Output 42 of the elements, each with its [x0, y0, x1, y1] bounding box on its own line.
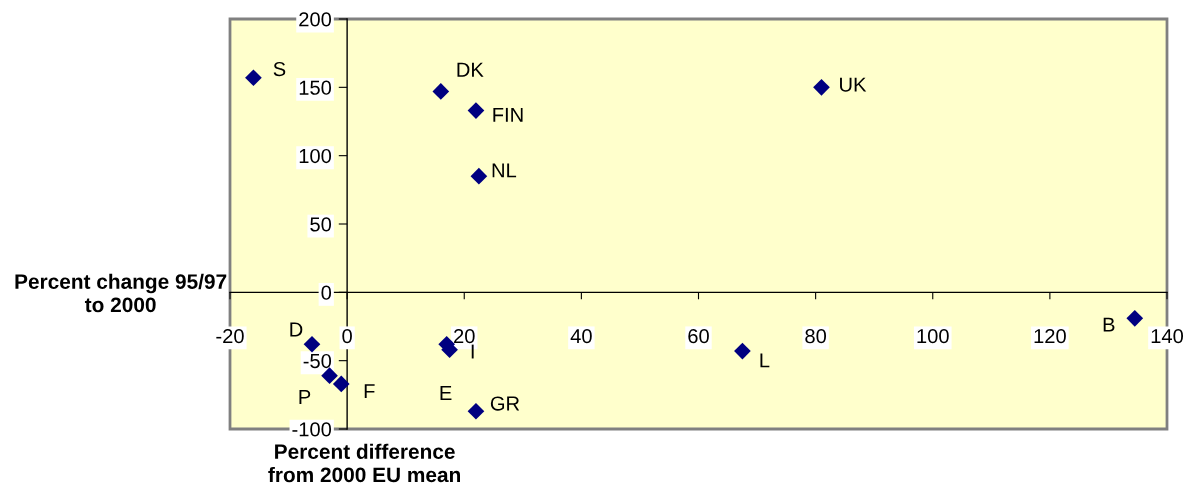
y-tick-label: -100	[292, 422, 332, 437]
annotation: F	[364, 384, 375, 399]
annotation: S	[273, 61, 286, 77]
annotation: NL	[492, 163, 517, 178]
point	[813, 79, 830, 96]
annotation: FIN	[493, 107, 523, 122]
point	[1126, 309, 1144, 327]
annotation: B	[1103, 317, 1115, 332]
x-tick-label: 60	[688, 328, 709, 344]
x-tick-label: 80	[805, 328, 827, 344]
point	[470, 167, 488, 185]
annotation: GR	[490, 396, 520, 411]
y-tick-label: 100	[299, 148, 332, 164]
x-axis-title: Percent difference from 2000 EU mean	[268, 443, 460, 483]
point	[432, 83, 450, 100]
annotation: DK	[457, 62, 484, 77]
point	[245, 69, 262, 87]
y-tick-label: 50	[310, 217, 332, 232]
y-tick-label: 0	[321, 285, 332, 300]
annotation: L	[760, 353, 770, 368]
annotation: D	[290, 322, 303, 337]
x-tick-label: 100	[917, 328, 949, 344]
x-tick-label: 120	[1034, 328, 1066, 344]
x-tick-label: 40	[570, 328, 592, 344]
annotation: UK	[840, 77, 867, 92]
point	[467, 102, 485, 119]
point	[467, 402, 485, 420]
point	[321, 367, 338, 385]
y-axis-title: Percent change 95/97 to 2000	[15, 273, 227, 313]
x-tick-label: 140	[1151, 328, 1184, 344]
point	[303, 335, 321, 353]
y-tick-label: -50	[303, 353, 332, 369]
x-tick-label: 0	[342, 328, 352, 344]
x-tick-label: 20	[454, 328, 475, 344]
x-tick-label: -20	[216, 328, 244, 344]
annotation: I	[471, 344, 474, 359]
annotation: E	[440, 386, 452, 400]
point	[734, 342, 751, 360]
point	[332, 375, 350, 393]
y-tick-label: 200	[299, 12, 332, 27]
annotation: P	[299, 390, 311, 404]
y-tick-label: 150	[299, 80, 332, 95]
